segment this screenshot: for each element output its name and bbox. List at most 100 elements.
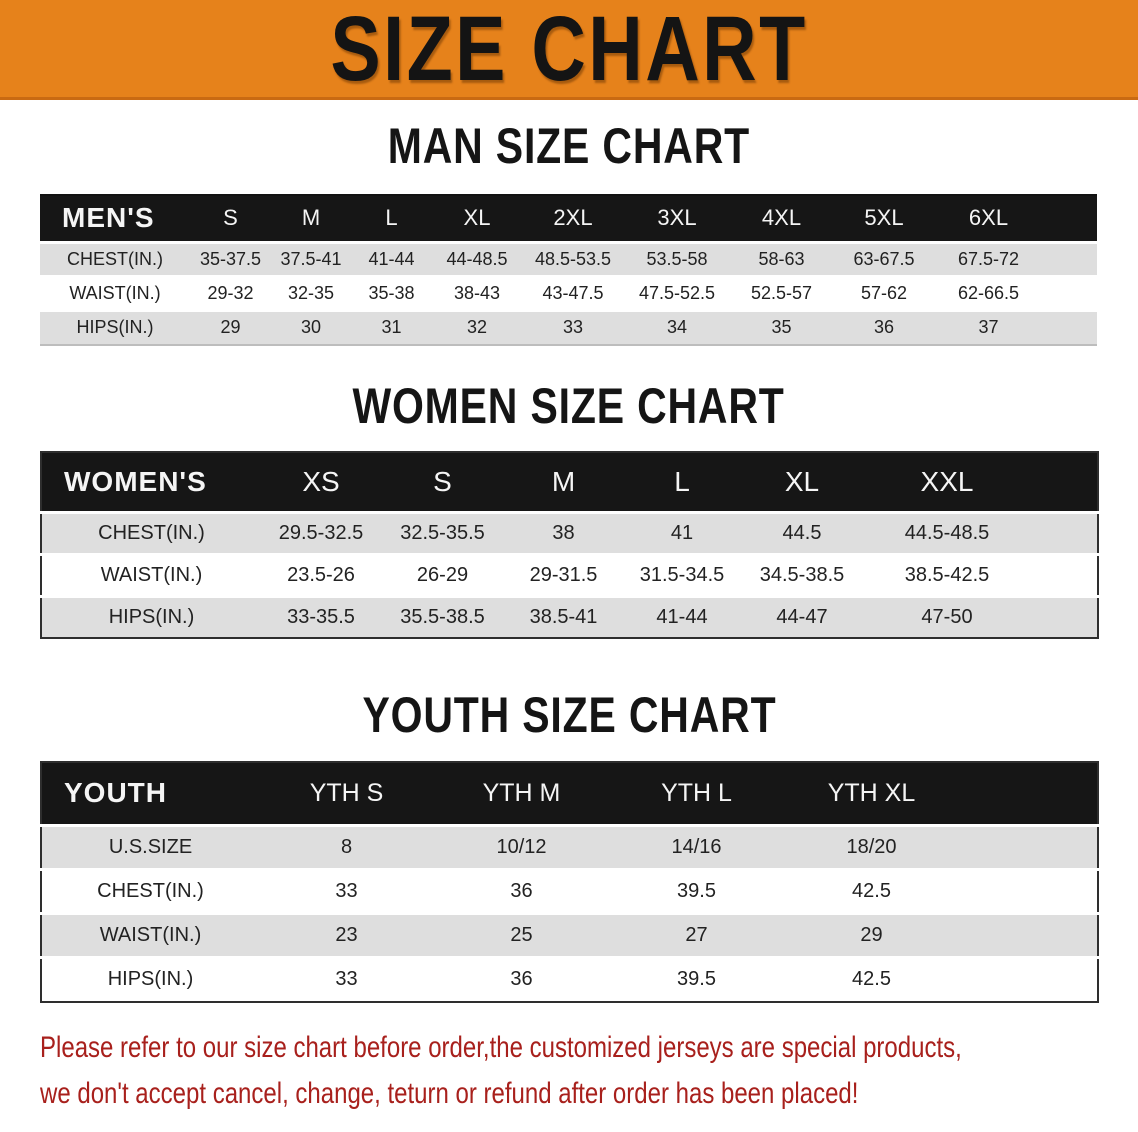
size-value: 25 — [434, 913, 609, 958]
measurement-row: WAIST(IN.) 23 25 27 29 — [41, 913, 1098, 958]
size-value: 27 — [609, 913, 784, 958]
size-value: 35-38 — [368, 283, 415, 303]
size-column-header: 3XL — [624, 194, 730, 243]
size-value: 36 — [510, 968, 533, 991]
size-value: 31 — [351, 310, 432, 345]
spacer-cell — [1042, 242, 1097, 277]
table-header-row: YOUTH YTH S YTH M YTH L YTH XL — [41, 761, 1098, 826]
page-title: SIZE CHART — [330, 0, 808, 100]
spacer-cell — [959, 958, 1098, 1002]
size-column-header: L — [351, 194, 432, 243]
size-column-header: 4XL — [730, 194, 833, 243]
size-value: 30 — [271, 310, 351, 345]
size-column-header: L — [623, 452, 741, 512]
size-value: 39.5 — [677, 880, 716, 902]
women-section-heading-row: WOMEN SIZE CHART — [0, 378, 1138, 436]
size-value: 36 — [833, 310, 935, 345]
spacer-cell — [1042, 310, 1097, 345]
size-value: 33 — [335, 968, 358, 991]
size-value: 48.5-53.5 — [522, 242, 624, 277]
banner: SIZE CHART — [0, 0, 1138, 100]
size-value: 44.5 — [741, 512, 863, 554]
size-value: 33 — [522, 310, 624, 345]
size-value: 37 — [935, 310, 1042, 345]
size-value: 47-50 — [863, 596, 1031, 638]
size-value: 29-32 — [207, 283, 254, 303]
size-value: 38.5-42.5 — [904, 563, 990, 586]
men-section-heading-row: MAN SIZE CHART — [0, 118, 1138, 176]
measurement-row: CHEST(IN.) 29.5-32.5 32.5-35.5 38 41 44.5 44.5… — [41, 512, 1098, 554]
table-header-row: WOMEN'S XS S M L XL XXL — [41, 452, 1098, 512]
row-label: WAIST(IN.) — [41, 913, 259, 958]
disclaimer-line-1: Please refer to our size chart before or… — [40, 1030, 962, 1064]
size-column-header: M — [504, 452, 623, 512]
spacer-cell — [959, 825, 1098, 870]
size-column-header: XL — [741, 452, 863, 512]
size-value: 42.5 — [852, 880, 891, 902]
size-column-header: S — [381, 452, 504, 512]
row-label: CHEST(IN.) — [40, 242, 190, 277]
women-size-table: WOMEN'S XS S M L XL XXL CHEST(IN.) 29.5-32.5 32.5… — [40, 451, 1099, 639]
size-value: 39.5 — [677, 968, 716, 991]
spacer-cell — [1031, 452, 1098, 512]
measurement-row: CHEST(IN.) 33 36 39.5 42.5 — [41, 869, 1098, 914]
disclaimer-line-2: we don't accept cancel, change, teturn o… — [40, 1076, 859, 1110]
row-label: CHEST(IN.) — [41, 512, 261, 554]
size-value: 23.5-26 — [287, 563, 355, 586]
size-value: 41-44 — [623, 596, 741, 638]
size-value: 52.5-57 — [750, 283, 813, 303]
measurement-row: WAIST(IN.) 29-32 32-35 35-38 38-43 43-47.5 47.… — [40, 276, 1097, 311]
size-value: 29-31.5 — [529, 563, 598, 586]
table-corner-label: WOMEN'S — [41, 452, 261, 512]
size-value: 37.5-41 — [271, 242, 351, 277]
size-value: 32.5-35.5 — [381, 512, 504, 554]
spacer-cell — [959, 913, 1098, 958]
youth-section-heading-row: YOUTH SIZE CHART — [0, 687, 1138, 745]
size-value: 41-44 — [351, 242, 432, 277]
size-value: 32 — [432, 310, 522, 345]
size-value: 35.5-38.5 — [381, 596, 504, 638]
row-label: HIPS(IN.) — [41, 596, 261, 638]
size-value: 10/12 — [434, 825, 609, 870]
size-value: 41 — [623, 512, 741, 554]
size-value: 26-29 — [416, 563, 469, 586]
spacer-cell — [959, 870, 1098, 914]
size-value: 35-37.5 — [190, 242, 271, 277]
women-size-section: WOMEN SIZE CHART WOMEN'S XS S M L XL XXL CHEST(I… — [0, 378, 1138, 639]
size-value: 32-35 — [287, 283, 335, 303]
men-size-table: MEN'S S M L XL 2XL 3XL 4XL 5XL 6XL CHEST(IN.) 35-37… — [40, 193, 1097, 346]
size-value: 29 — [190, 310, 271, 345]
size-value: 62-66.5 — [957, 283, 1020, 303]
size-value: 67.5-72 — [935, 242, 1042, 277]
size-value: 44-48.5 — [432, 242, 522, 277]
size-column-header: XXL — [863, 452, 1031, 512]
spacer-cell — [1042, 277, 1097, 311]
size-value: 53.5-58 — [624, 242, 730, 277]
size-value: 38 — [504, 512, 623, 554]
size-chart-sections: MAN SIZE CHART MEN'S S M L XL 2XL 3XL 4XL 5XL 6XL C… — [0, 118, 1138, 1003]
measurement-row: WAIST(IN.) 23.5-26 26-29 29-31.5 31.5-34.5 34… — [41, 554, 1098, 596]
size-value: 29.5-32.5 — [261, 512, 381, 554]
row-label: WAIST(IN.) — [100, 563, 203, 586]
spacer-cell — [1031, 596, 1098, 638]
spacer-cell — [1031, 512, 1098, 554]
size-value: 57-62 — [860, 283, 908, 303]
measurement-row: U.S.SIZE 8 10/12 14/16 18/20 — [41, 825, 1098, 870]
table-corner-label: MEN'S — [40, 194, 190, 243]
size-column-header: 6XL — [935, 194, 1042, 243]
row-label: HIPS(IN.) — [40, 310, 190, 345]
measurement-row: HIPS(IN.) 29 30 31 32 33 34 35 36 37 — [40, 310, 1097, 345]
size-value: 44.5-48.5 — [863, 512, 1031, 554]
men-size-section: MAN SIZE CHART MEN'S S M L XL 2XL 3XL 4XL 5XL 6XL C… — [0, 118, 1138, 346]
size-value: 29 — [784, 913, 959, 958]
row-label: HIPS(IN.) — [107, 968, 194, 991]
size-value: 63-67.5 — [833, 242, 935, 277]
size-column-header: YTH M — [434, 761, 609, 826]
section-heading: YOUTH SIZE CHART — [361, 687, 777, 743]
row-label: U.S.SIZE — [41, 825, 259, 870]
row-label: WAIST(IN.) — [69, 283, 161, 303]
size-value: 34 — [624, 310, 730, 345]
size-column-header: M — [271, 194, 351, 243]
row-label: CHEST(IN.) — [97, 880, 204, 902]
measurement-row: HIPS(IN.) 33 36 39.5 42.5 — [41, 957, 1098, 1002]
